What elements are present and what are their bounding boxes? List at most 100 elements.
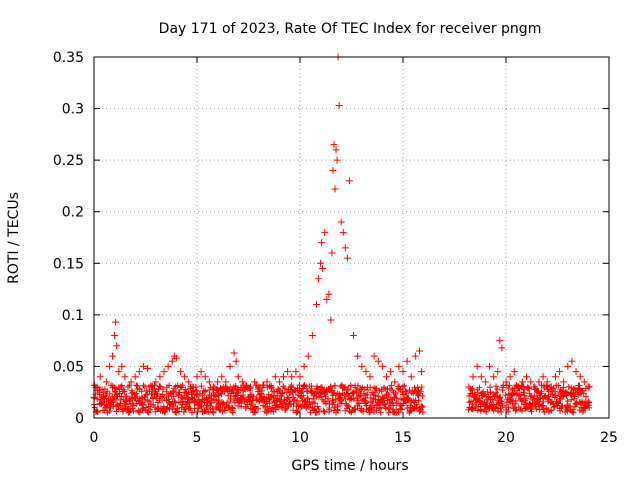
data-point [411, 352, 419, 360]
data-point [337, 218, 345, 226]
data-point [584, 383, 592, 391]
data-point [280, 373, 288, 381]
plot-frame [93, 56, 610, 419]
data-point [127, 378, 135, 386]
data-point [185, 378, 193, 386]
data-point [139, 362, 147, 370]
data-point [318, 239, 326, 247]
data-point [333, 156, 341, 164]
y-tick-label: 0.1 [62, 308, 84, 324]
data-point [350, 331, 358, 339]
data-point [496, 337, 504, 345]
data-point [328, 249, 336, 257]
x-axis-ticks: 0 5 10 15 20 25 [90, 57, 618, 446]
data-point [378, 362, 386, 370]
data-point [580, 378, 588, 386]
data-point [560, 378, 568, 386]
data-point [152, 378, 160, 386]
y-tick-label: 0.25 [53, 153, 84, 169]
data-point [481, 378, 489, 386]
data-point [189, 383, 197, 391]
x-tick-label: 25 [600, 430, 618, 446]
data-point [354, 352, 362, 360]
data-point [498, 344, 506, 352]
data-point [238, 378, 246, 386]
data-point [115, 368, 123, 376]
data-point [205, 378, 213, 386]
data-point [226, 362, 234, 370]
data-point [271, 373, 279, 381]
data-point [358, 362, 366, 370]
y-tick-label: 0 [75, 411, 84, 427]
data-point [177, 368, 185, 376]
data-point [531, 383, 539, 391]
data-point [247, 383, 255, 391]
data-point [111, 331, 119, 339]
data-point [327, 316, 335, 324]
data-point [118, 362, 126, 370]
data-point [275, 378, 283, 386]
data-point [527, 378, 535, 386]
data-point [502, 378, 510, 386]
data-point [564, 362, 572, 370]
data-point [535, 378, 543, 386]
data-point [539, 373, 547, 381]
y-tick-label: 0.3 [62, 102, 84, 118]
data-point [121, 373, 129, 381]
data-point [576, 373, 584, 381]
data-point [486, 362, 494, 370]
y-tick-label: 0.15 [53, 256, 84, 272]
data-point [201, 373, 209, 381]
data-point [319, 264, 327, 272]
data-point [112, 318, 120, 326]
data-point [304, 352, 312, 360]
data-point [222, 378, 230, 386]
x-axis-label: GPS time / hours [291, 458, 408, 474]
data-point [99, 388, 107, 396]
data-point [407, 373, 415, 381]
data-point [339, 228, 347, 236]
x-tick-label: 10 [291, 430, 309, 446]
data-point [300, 362, 308, 370]
data-point [325, 290, 333, 298]
data-point [113, 342, 121, 350]
chart-title: Day 171 of 2023, Rate Of TEC Index for r… [159, 21, 542, 37]
data-point [506, 373, 514, 381]
data-point [343, 254, 351, 262]
data-point [315, 275, 323, 283]
data-point [465, 383, 473, 391]
x-tick-label: 15 [394, 430, 412, 446]
data-points [90, 53, 592, 401]
data-point [556, 368, 564, 376]
data-point [572, 368, 580, 376]
data-point [263, 378, 271, 386]
y-tick-label: 0.35 [53, 50, 84, 66]
data-point [518, 378, 526, 386]
data-point [366, 373, 374, 381]
data-point [168, 357, 176, 365]
data-point [494, 368, 502, 376]
data-point [383, 373, 391, 381]
data-point [267, 383, 275, 391]
data-point [230, 349, 238, 357]
data-point [362, 368, 370, 376]
data-point [255, 383, 263, 391]
data-point [341, 244, 349, 252]
data-point [292, 368, 300, 376]
data-point [308, 331, 316, 339]
x-tick-label: 5 [193, 430, 202, 446]
data-point [335, 101, 343, 109]
data-point [345, 177, 353, 185]
y-axis-label: ROTI / TECUs [6, 192, 22, 284]
data-point [296, 373, 304, 381]
data-point [403, 357, 411, 365]
data-point [374, 357, 382, 365]
data-point [391, 378, 399, 386]
data-point [332, 146, 340, 154]
data-point [510, 368, 518, 376]
data-point [418, 368, 426, 376]
data-point [131, 373, 139, 381]
data-point [473, 362, 481, 370]
data-point [197, 368, 205, 376]
